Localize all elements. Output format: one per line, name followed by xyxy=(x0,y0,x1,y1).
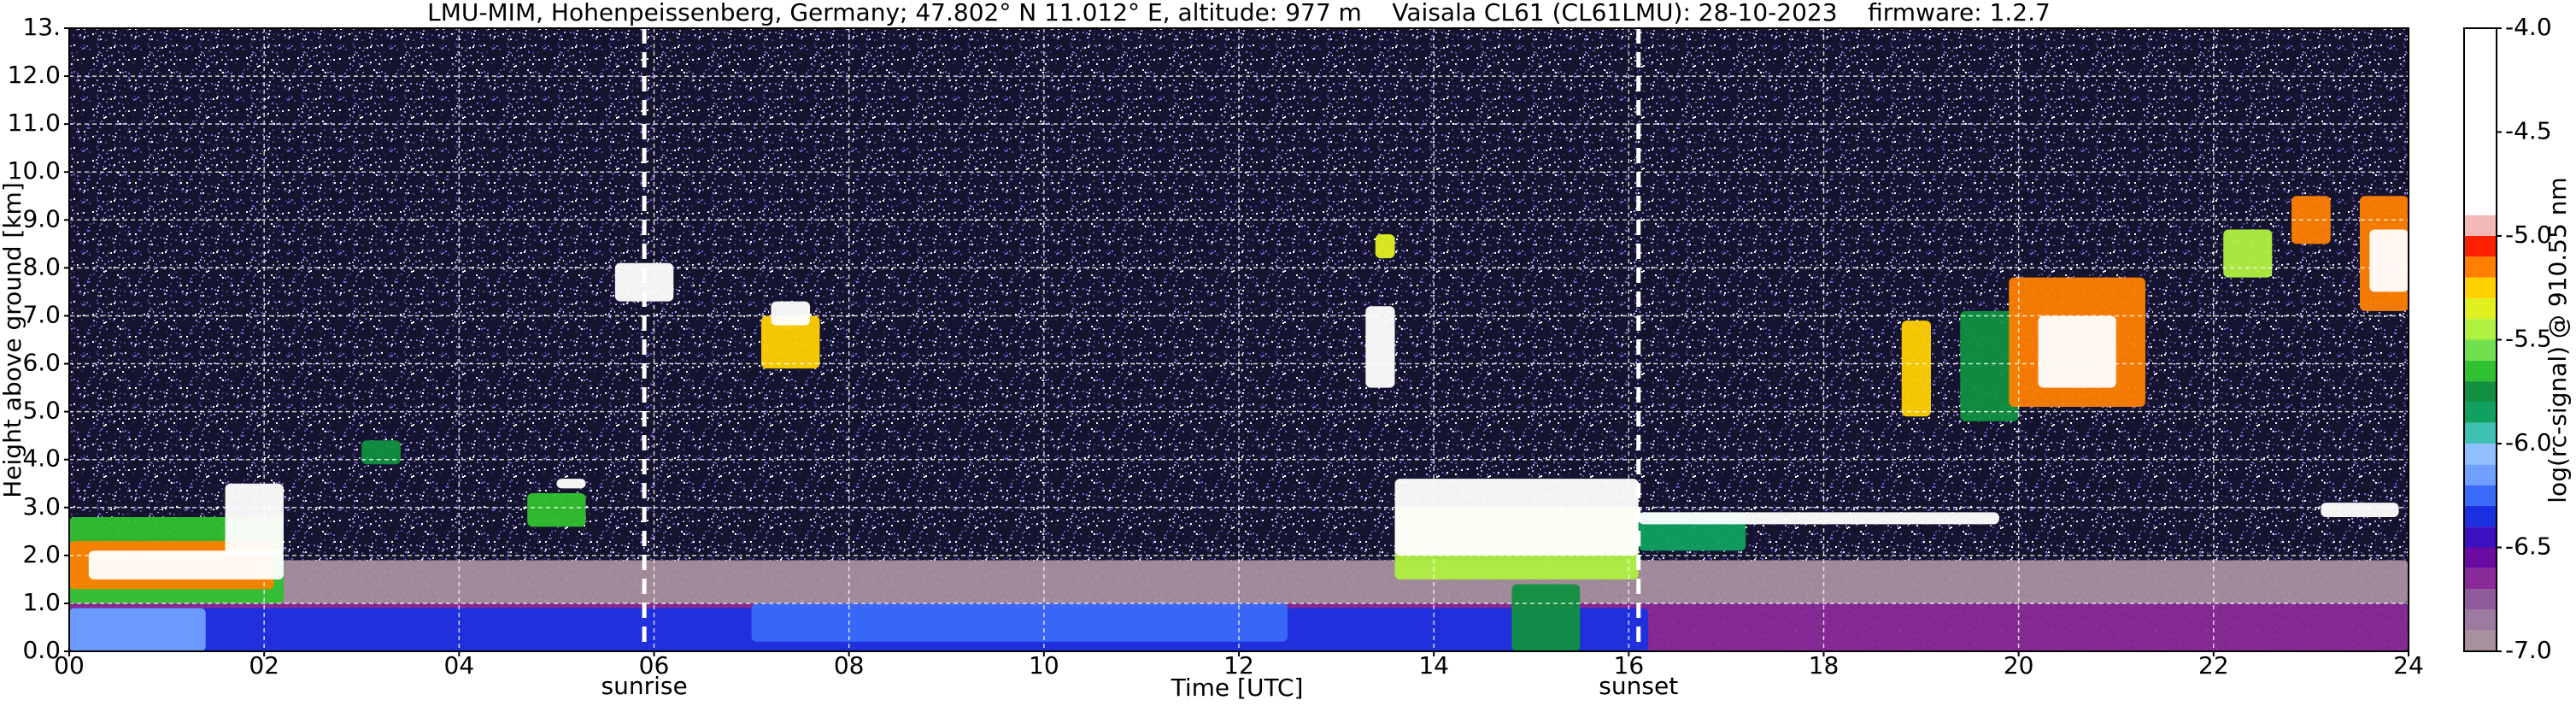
signal-region xyxy=(1901,321,1931,417)
y-tick-label: 8.0 xyxy=(22,252,61,280)
colorbar-bin xyxy=(2464,360,2497,382)
y-tick-label: 4.0 xyxy=(22,444,61,473)
signal-region xyxy=(2038,315,2116,388)
colorbar-bin xyxy=(2464,589,2497,610)
x-tick-label: 00 xyxy=(54,651,85,680)
x-tick-label: 08 xyxy=(834,651,865,680)
colorbar-bin xyxy=(2464,297,2497,320)
signal-region xyxy=(69,608,206,651)
y-axis-label: Height above ground [km] xyxy=(0,182,26,498)
signal-region xyxy=(361,440,401,465)
y-tick-label: 6.0 xyxy=(22,349,61,377)
y-tick-label: 2.0 xyxy=(22,540,61,568)
signal-region xyxy=(2369,229,2409,292)
x-tick-label: 06 xyxy=(639,651,670,680)
x-tick-label: 14 xyxy=(1418,651,1449,680)
y-tick-label: 7.0 xyxy=(22,300,61,328)
colorbar-bin xyxy=(2464,568,2497,590)
y-tick-label: 12.0 xyxy=(8,61,61,89)
signal-region xyxy=(88,550,284,580)
signal-region xyxy=(225,483,284,556)
signal-region xyxy=(527,492,586,527)
x-tick-label: 02 xyxy=(249,651,279,680)
y-tick-label: 13. xyxy=(22,13,61,41)
signal-region xyxy=(556,479,586,489)
colorbar-tick-label: -6.5 xyxy=(2505,532,2552,561)
colorbar-tick-label: -7.0 xyxy=(2505,636,2552,664)
y-tick-label: 3.0 xyxy=(22,492,61,521)
colorbar-tick-label: -4.5 xyxy=(2505,117,2552,145)
signal-region xyxy=(1365,306,1395,388)
x-tick-label: 16 xyxy=(1614,651,1645,680)
signal-region xyxy=(771,301,811,326)
signal-region xyxy=(1960,310,2019,421)
colorbar-bin xyxy=(2464,381,2497,403)
x-tick-label: 04 xyxy=(444,651,475,680)
annotation-label: sunrise xyxy=(601,672,687,700)
x-tick-label: 22 xyxy=(2198,651,2229,680)
chart-title: LMU-MIM, Hohenpeissenberg, Germany; 47.8… xyxy=(427,0,2051,26)
colorbar-bin xyxy=(2464,630,2497,651)
y-tick-label: 9.0 xyxy=(22,204,61,232)
colorbar-bin xyxy=(2464,527,2497,548)
signal-region xyxy=(1511,584,1581,651)
colorbar-tick-label: -5.5 xyxy=(2505,325,2552,353)
colorbar-tick-label: -5.0 xyxy=(2505,221,2552,249)
colorbar-bin xyxy=(2464,422,2497,444)
x-axis-label: Time [UTC] xyxy=(1171,674,1304,702)
colorbar-bin xyxy=(2464,402,2497,423)
y-tick-label: 1.0 xyxy=(22,588,61,616)
colorbar-bin xyxy=(2464,609,2497,631)
signal-region xyxy=(1638,512,1999,525)
x-tick-label: 18 xyxy=(1809,651,1840,680)
x-tick-label: 24 xyxy=(2393,651,2424,680)
colorbar-bin xyxy=(2464,215,2497,236)
y-tick-label: 5.0 xyxy=(22,397,61,425)
colorbar-bin xyxy=(2464,256,2497,278)
y-tick-label: 10.0 xyxy=(8,156,61,185)
colorbar-tick-label: -4.0 xyxy=(2505,13,2552,41)
colorbar-bin xyxy=(2464,485,2497,506)
colorbar-bin xyxy=(2464,444,2497,465)
signal-region xyxy=(751,603,1288,642)
colorbar-bin xyxy=(2464,505,2497,527)
colorbar-bin xyxy=(2464,339,2497,361)
signal-region xyxy=(760,315,820,369)
signal-region xyxy=(1394,479,1639,556)
y-tick-label: 11.0 xyxy=(8,109,61,137)
x-tick-label: 12 xyxy=(1223,651,1254,680)
colorbar-bin xyxy=(2464,28,2497,215)
signal-region xyxy=(2223,229,2273,278)
x-tick-label: 20 xyxy=(2004,651,2034,680)
x-tick-label: 10 xyxy=(1029,651,1059,680)
annotation-label: sunset xyxy=(1599,672,1678,700)
colorbar-label: log(rc-signal) @ 910.55 nm xyxy=(2544,177,2572,503)
signal-region xyxy=(2321,503,2399,517)
colorbar-bin xyxy=(2464,277,2497,298)
colorbar-tick-label: -6.0 xyxy=(2505,428,2552,456)
y-tick-label: 0.0 xyxy=(22,636,61,664)
signal-region xyxy=(1375,234,1395,259)
colorbar-bin xyxy=(2464,319,2497,340)
colorbar-bin xyxy=(2464,547,2497,568)
colorbar-bin xyxy=(2464,464,2497,485)
plot-frame xyxy=(68,27,2409,652)
colorbar-bin xyxy=(2464,236,2497,257)
